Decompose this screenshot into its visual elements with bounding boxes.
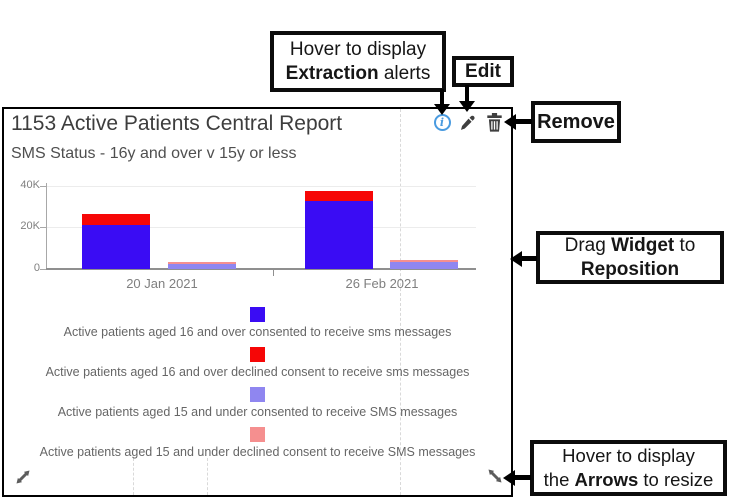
bar-segment[interactable] [82, 225, 150, 269]
bar-segment[interactable] [305, 201, 373, 269]
y-tick-label-40k: 40K [20, 179, 40, 191]
legend-swatch [250, 347, 265, 362]
arrow-remove-shaft [515, 119, 532, 124]
pencil-icon [460, 115, 475, 130]
x-category-label: 20 Jan 2021 [126, 276, 198, 291]
bar-segment[interactable] [82, 214, 150, 225]
edit-button[interactable] [459, 113, 477, 132]
callout-text: Remove [537, 111, 615, 133]
x-category-label: 26 Feb 2021 [345, 276, 419, 291]
y-tick [40, 186, 46, 187]
callout-text: Extraction alerts [285, 62, 431, 84]
legend-item[interactable]: Active patients aged 15 and under declin… [4, 427, 511, 459]
callout-text: Hover to display [289, 38, 427, 60]
y-tick-label-0: 0 [33, 262, 40, 274]
remove-button[interactable] [485, 113, 503, 132]
arrow-remove-head [504, 113, 516, 130]
arrow-resize-shaft [514, 475, 531, 480]
callout-text: Reposition [580, 258, 680, 280]
widget-toolbar: i [433, 113, 503, 132]
legend-label: Active patients aged 15 and under declin… [39, 445, 476, 459]
callout-extraction-alerts: Hover to display Extraction alerts [270, 31, 446, 92]
widget-title: 1153 Active Patients Central Report [11, 112, 343, 135]
callout-text: Hover to display [562, 445, 695, 466]
widget-subtitle: SMS Status - 16y and over v 15y or less [11, 145, 297, 162]
callout-drag-to-reposition: Drag Widget to Reposition [536, 231, 724, 284]
arrow-extraction-head [434, 104, 450, 115]
arrow-edit-shaft [465, 85, 469, 102]
bar-segment[interactable] [390, 260, 458, 262]
report-widget[interactable]: 1153 Active Patients Central Report SMS … [2, 107, 513, 497]
callout-remove: Remove [531, 101, 621, 143]
diagonal-resize-arrow-icon [488, 469, 502, 483]
legend-item[interactable]: Active patients aged 16 and over consent… [4, 307, 511, 339]
grid-dashed-line [400, 109, 401, 495]
legend-swatch [250, 387, 265, 402]
resize-handle-bottom-left[interactable] [14, 468, 32, 486]
trash-icon [486, 113, 502, 132]
gridline-40k [46, 186, 476, 187]
bar-segment[interactable] [168, 264, 236, 269]
legend-swatch [250, 427, 265, 442]
legend-item[interactable]: Active patients aged 16 and over decline… [4, 347, 511, 379]
x-axis-line [46, 268, 476, 270]
legend-label: Active patients aged 15 and under consen… [57, 405, 458, 419]
legend-label: Active patients aged 16 and over decline… [45, 365, 470, 379]
callout-arrows-to-resize: Hover to display the Arrows to resize [530, 440, 727, 496]
bar-segment[interactable] [305, 191, 373, 201]
callout-text: Drag Widget to [564, 234, 696, 256]
y-axis-line [46, 183, 47, 269]
y-tick [40, 227, 46, 228]
arrow-edit-head [459, 101, 475, 112]
gridline-20k [46, 227, 476, 228]
bar-segment[interactable] [168, 262, 236, 264]
callout-text: the Arrows to resize [543, 469, 714, 490]
grid-dashed-line [133, 458, 134, 495]
legend-label: Active patients aged 16 and over consent… [63, 325, 452, 339]
callout-text: Edit [465, 60, 501, 82]
y-tick [40, 269, 46, 270]
legend-item[interactable]: Active patients aged 15 and under consen… [4, 387, 511, 419]
diagonal-resize-arrow-icon [16, 470, 30, 484]
resize-handle-bottom-right[interactable] [486, 467, 504, 485]
legend-swatch [250, 307, 265, 322]
bar-segment[interactable] [390, 262, 458, 269]
info-button[interactable]: i [433, 113, 451, 132]
arrow-reposition-head [510, 250, 522, 267]
arrow-extraction-shaft [440, 89, 444, 106]
arrow-resize-head [503, 469, 515, 486]
bar-chart: 40K 20K 0 20 Jan 2021 26 Feb 2021 [4, 109, 511, 495]
grid-dashed-line [207, 458, 208, 495]
arrow-reposition-shaft [522, 256, 537, 261]
y-tick-label-20k: 20K [20, 220, 40, 232]
x-tick [273, 270, 274, 276]
callout-edit: Edit [452, 56, 514, 87]
info-icon: i [433, 114, 451, 131]
